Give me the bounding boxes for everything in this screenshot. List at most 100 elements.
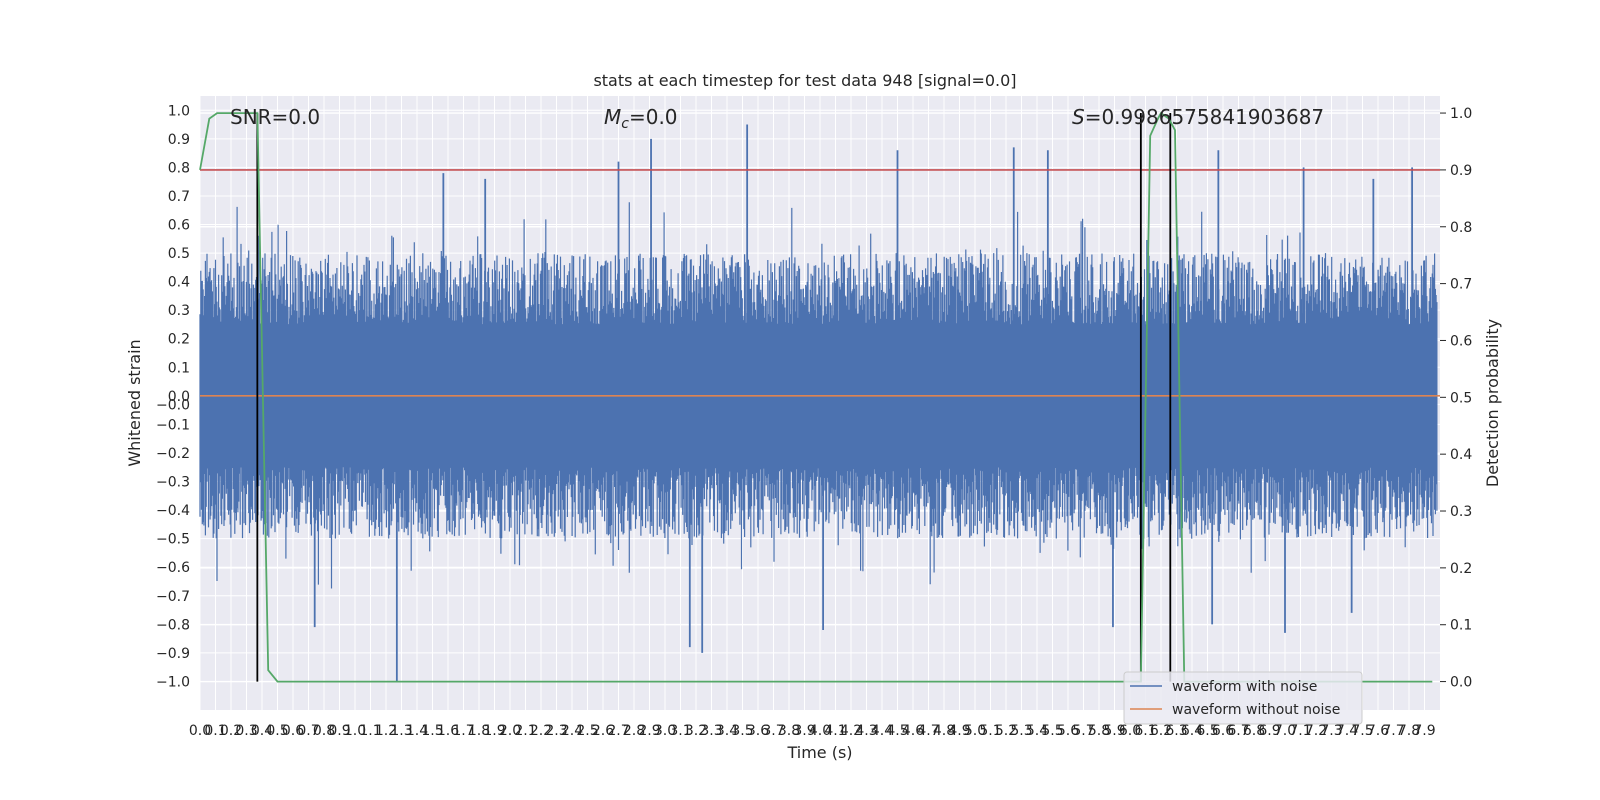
x-tick-label: 4.8 [933,723,955,739]
x-tick-label: 1.4 [406,723,428,739]
overlay-lines [199,111,1440,683]
y2-tick-label: 1.0 [1450,106,1472,122]
y2-tick-label: 0.0 [1450,675,1472,691]
x-tick-label: 3.3 [700,723,722,739]
y-tick-label: −0.6 [156,560,190,576]
x-tick-label: 3.2 [685,723,707,739]
x-tick-label: 0.1 [204,723,226,739]
x-tick-label: 3.4 [716,723,738,739]
x-tick-label: 4.9 [948,723,970,739]
x-tick-label: 1.7 [452,723,474,739]
x-tick-label: 5.6 [1057,723,1079,739]
y-tick-label: 0.4 [168,275,190,291]
x-tick-label: 1.5 [421,723,443,739]
x-tick-label: 1.3 [390,723,412,739]
series-waveform-with-noise [199,124,1438,682]
detection-probability-line [199,111,1433,683]
s-symbol: S [1072,105,1085,129]
x-tick-label: 4.0 [809,723,831,739]
y-tick-label: 0.0 [168,389,190,405]
y-tick-label: 0.5 [168,246,190,262]
snr-annotation: SNR=0.0 [230,105,320,129]
x-tick-label: 3.1 [669,723,691,739]
x-tick-label: 2.3 [545,723,567,739]
y2-tick-label: 0.6 [1450,333,1472,349]
x-tick-label: 7.6 [1367,723,1389,739]
y2-tick-label: 0.7 [1450,277,1472,293]
x-tick-label: 2.6 [592,723,614,739]
x-tick-label: 0.3 [235,723,257,739]
y-tick-label: −0.4 [156,503,190,519]
mc-annotation: Mc=0.0 [604,105,678,132]
x-tick-label: 0.7 [297,723,319,739]
x-tick-label: 6.0 [1119,723,1141,739]
x-tick-label: 6.8 [1243,723,1265,739]
x-tick-label: 5.0 [964,723,986,739]
y-tick-label: 0.7 [168,189,190,205]
x-tick-label: 2.7 [607,723,629,739]
x-tick-label: 3.7 [762,723,784,739]
y2-tick-label: 0.4 [1450,447,1472,463]
x-tick-label: 7.7 [1382,723,1404,739]
x-tick-label: 0.6 [282,723,304,739]
x-tick-label: 7.0 [1274,723,1296,739]
y-tick-label: −0.3 [156,475,190,491]
x-tick-label: 1.6 [437,723,459,739]
x-tick-label: 2.0 [499,723,521,739]
y-axis-label: Whitened strain [125,339,144,466]
s-value: =0.9986575841903687 [1085,105,1324,129]
x-tick-label: 0.2 [220,723,242,739]
x-tick-label: 4.7 [917,723,939,739]
y2-tick-label: 0.3 [1450,504,1472,520]
waveform-noise-strokes [199,202,1438,589]
x-tick-label: 2.9 [638,723,660,739]
x-tick-label: 1.8 [468,723,490,739]
legend: waveform with noise waveform without noi… [1123,671,1363,725]
x-tick-label: 6.6 [1212,723,1234,739]
y-tick-label: 0.2 [168,332,190,348]
y-tick-label: −1.0 [156,674,190,690]
y-tick-label: 1.0 [168,103,190,119]
y-tick-label: −0.2 [156,446,190,462]
x-tick-label: 2.4 [561,723,583,739]
x-tick-label: 2.1 [514,723,536,739]
chart-title: stats at each timestep for test data 948… [593,71,1016,90]
x-tick-label: 3.8 [778,723,800,739]
x-tick-label: 7.5 [1351,723,1373,739]
legend-box [1123,671,1363,725]
x-tick-label: 5.5 [1041,723,1063,739]
x-tick-label: 6.4 [1181,723,1203,739]
y-tick-label: 0.6 [168,218,190,234]
y-tick-label: −0.8 [156,617,190,633]
legend-label-noise: waveform with noise [1172,679,1317,695]
x-tick-label: 1.9 [483,723,505,739]
x-tick-label: 7.3 [1320,723,1342,739]
x-tick-label: 6.5 [1196,723,1218,739]
x-tick-label: 5.3 [1010,723,1032,739]
x-tick-label: 5.7 [1072,723,1094,739]
x-tick-label: 7.4 [1336,723,1358,739]
legend-label-clean: waveform without noise [1172,702,1340,718]
y2-axis-label: Detection probability [1483,319,1502,487]
x-tick-label: 5.4 [1026,723,1048,739]
x-tick-label: 4.6 [902,723,924,739]
y-tick-label: −0.5 [156,532,190,548]
y-tick-label: −0.1 [156,417,190,433]
x-tick-label: 0.0 [189,723,211,739]
y2-tick-label: 0.2 [1450,561,1472,577]
x-tick-label: 4.4 [871,723,893,739]
x-tick-label: 0.9 [328,723,350,739]
x-tick-label: 1.0 [344,723,366,739]
x-tick-label: 2.2 [530,723,552,739]
x-tick-label: 7.2 [1305,723,1327,739]
y-tick-label: 0.1 [168,360,190,376]
mc-value: =0.0 [629,105,678,129]
x-tick-label: 6.7 [1227,723,1249,739]
x-tick-label: 4.2 [840,723,862,739]
x-tick-label: 7.9 [1413,723,1435,739]
y-tick-label: −0.9 [156,646,190,662]
x-tick-label: 1.2 [375,723,397,739]
x-tick-label: 6.3 [1165,723,1187,739]
x-tick-label: 6.2 [1150,723,1172,739]
